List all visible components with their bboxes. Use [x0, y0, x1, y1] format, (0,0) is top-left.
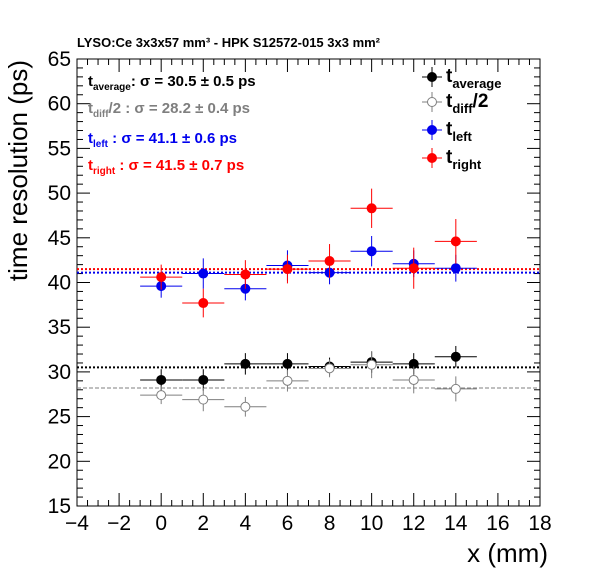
x-tick-label: 2	[197, 512, 209, 535]
data-point-diff	[182, 387, 225, 412]
x-tick-label: 8	[324, 512, 336, 535]
data-point-diff	[434, 376, 477, 402]
marker	[156, 374, 167, 385]
data-point-right	[434, 219, 477, 264]
y-tick-label: 15	[48, 495, 71, 518]
marker	[408, 263, 419, 274]
fit-result-diff: tdiff/2 : σ = 28.2 ± 0.4 ps	[88, 100, 250, 120]
x-tick-label: 16	[486, 512, 509, 535]
data-point-left	[182, 258, 225, 289]
fit-result-right: tright : σ = 41.5 ± 0.7 ps	[88, 157, 244, 177]
data-point-diff	[392, 366, 435, 394]
legend-entry-average: taverage	[422, 66, 501, 91]
marker	[156, 390, 167, 401]
data-point-left	[350, 236, 393, 267]
x-tick-label: −2	[107, 512, 131, 535]
legend-marker	[427, 125, 437, 135]
marker	[198, 268, 209, 279]
data-point-right	[392, 247, 435, 289]
marker	[408, 374, 419, 385]
marker	[450, 263, 461, 274]
x-tick-label: 0	[155, 512, 167, 535]
marker	[366, 246, 377, 257]
marker	[324, 363, 335, 374]
data-point-diff	[308, 359, 351, 378]
x-axis-title: x (mm)	[467, 538, 548, 568]
series-diff	[140, 351, 477, 417]
marker	[240, 401, 251, 412]
data-point-diff	[350, 351, 393, 379]
x-tick-label: 14	[444, 512, 468, 535]
data-point-diff	[224, 396, 267, 417]
legend-entry-right: tright	[422, 147, 482, 172]
legend-label: taverage	[446, 66, 501, 91]
x-tick-label: 18	[528, 512, 551, 535]
y-tick-label: 45	[48, 227, 71, 250]
data-point-right	[182, 288, 225, 318]
y-axis-title: time resolution (ps)	[3, 60, 33, 281]
y-tick-label: 30	[48, 361, 71, 384]
data-point-right	[308, 244, 351, 279]
marker	[198, 298, 209, 309]
x-tick-label: 10	[360, 512, 383, 535]
legend-marker	[427, 153, 437, 163]
x-tick-label: −4	[65, 512, 89, 535]
marker	[324, 256, 335, 267]
data-point-diff	[140, 386, 183, 405]
fit-result-left: tleft : σ = 41.1 ± 0.6 ps	[88, 130, 237, 150]
marker	[240, 269, 251, 280]
data-point-right	[140, 264, 183, 290]
marker	[450, 351, 461, 362]
y-tick-label: 50	[48, 182, 71, 205]
y-tick-label: 55	[48, 137, 71, 160]
fit-result-average: taverage: σ = 30.5 ± 0.5 ps	[88, 73, 256, 93]
marker	[366, 203, 377, 214]
legend-label: tdiff/2	[446, 91, 488, 116]
y-tick-label: 25	[48, 406, 71, 429]
marker	[366, 359, 377, 370]
legend-entry-left: tleft	[422, 119, 472, 144]
data-point-average	[434, 345, 477, 368]
marker	[156, 272, 167, 283]
plot-frame	[76, 58, 541, 507]
y-tick-label: 40	[48, 272, 71, 295]
legend-label: tright	[446, 147, 482, 172]
data-point-right	[266, 254, 309, 284]
marker	[450, 236, 461, 247]
legend-marker	[427, 97, 437, 107]
y-tick-label: 65	[48, 48, 71, 71]
chart-title: LYSO:Ce 3x3x57 mm³ - HPK S12572-015 3x3 …	[77, 35, 381, 50]
marker	[282, 358, 293, 369]
data-point-average	[224, 353, 267, 375]
x-tick-label: 6	[282, 512, 294, 535]
fit-results-box: taverage: σ = 30.5 ± 0.5 ps tdiff/2 : σ =…	[88, 73, 256, 177]
data-point-average	[266, 353, 309, 375]
data-point-diff	[266, 370, 309, 392]
x-tick-label: 12	[402, 512, 425, 535]
marker	[450, 383, 461, 394]
marker	[282, 375, 293, 386]
data-point-right	[350, 188, 393, 228]
plot-area: −4 −2 0 2 4 6 8 10 12 14 16 18 15 20 25 30 35 40 45 50 55 60 6…	[48, 48, 552, 535]
y-tick-label: 60	[48, 93, 71, 116]
marker	[198, 394, 209, 405]
series-right	[140, 188, 477, 318]
y-tick-label: 35	[48, 316, 71, 339]
legend-marker	[427, 72, 437, 82]
legend-label: tleft	[446, 119, 472, 144]
marker	[282, 264, 293, 275]
y-tick-label: 20	[48, 450, 71, 473]
data-point-right	[224, 260, 267, 289]
marker	[198, 374, 209, 385]
legend-entry-diff: tdiff/2	[422, 91, 488, 116]
data-point-average	[182, 369, 225, 391]
marker	[240, 358, 251, 369]
x-tick-label: 4	[240, 512, 252, 535]
